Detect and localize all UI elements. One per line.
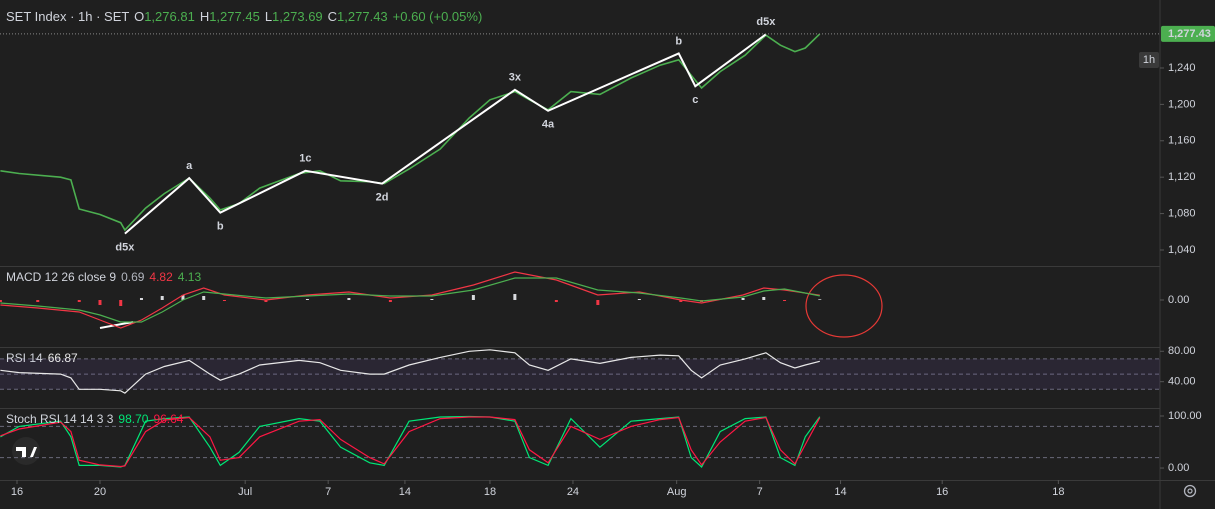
wave-label: a [186, 160, 193, 172]
divergence-line [99, 321, 134, 329]
pane-header: RSI 14 66.87 [6, 351, 78, 365]
y-tick-label: 0.00 [1168, 462, 1189, 474]
series-line [0, 416, 821, 468]
highlight-circle [805, 274, 883, 338]
y-tick-label: 80.00 [1168, 345, 1196, 357]
legend-value: 66.87 [48, 351, 78, 365]
ohlc-value: 1,276.81 [144, 9, 195, 24]
histogram-bar [679, 300, 683, 302]
ohlc-value: 1,273.69 [272, 9, 323, 24]
logo [12, 437, 40, 465]
histogram-bar [513, 294, 517, 300]
x-tick-label: 14 [399, 486, 411, 498]
histogram-bar [430, 299, 434, 300]
histogram-bar [554, 300, 558, 302]
x-tick-label: Aug [667, 486, 687, 498]
y-tick-label: 1,160 [1168, 135, 1196, 147]
histogram-bar [783, 300, 787, 301]
legend-value: 0.69 [121, 270, 145, 284]
y-tick-label: 1,200 [1168, 98, 1196, 110]
interval-badge-box [1139, 52, 1159, 68]
pane-title: RSI 14 [6, 351, 43, 365]
histogram-bar [471, 295, 475, 300]
wave-label: 3x [509, 72, 522, 84]
ohlc-key: O [134, 9, 144, 24]
pane-header: MACD 12 26 close 9 0.69 4.82 4.13 [6, 270, 201, 284]
last-price-label: 1,277.43 [1168, 28, 1211, 40]
x-tick-label: 24 [567, 486, 579, 498]
wave-label: b [675, 35, 682, 47]
histogram-bar [139, 298, 143, 300]
x-tick-label: 18 [1052, 486, 1064, 498]
histogram-bar [347, 298, 351, 300]
histogram-bar [818, 299, 822, 300]
histogram-bar [222, 300, 226, 301]
x-tick-label: 16 [936, 486, 948, 498]
x-tick-label: Jul [238, 486, 252, 498]
wave-label: 2d [376, 191, 389, 203]
x-tick-label: 14 [834, 486, 846, 498]
legend-value: 96.64 [153, 412, 183, 426]
histogram-bar [741, 298, 745, 300]
histogram-bar [264, 300, 268, 302]
histogram-bar [596, 300, 600, 305]
pane-header: SET Index · 1h · SET O1,276.81 H1,277.45 L1… [6, 9, 482, 24]
histogram-bar [637, 299, 641, 300]
histogram-bar [202, 296, 206, 300]
wave-label: 4a [542, 119, 555, 131]
y-tick-label: 100.00 [1168, 410, 1202, 422]
ohlc-key: L [265, 9, 272, 24]
pane-header: Stoch RSI 14 14 3 3 98.70 96.64 [6, 412, 184, 426]
last-price-box [1161, 25, 1215, 42]
histogram-bar [36, 300, 40, 302]
legend-value: 98.70 [118, 412, 148, 426]
histogram-bar [388, 300, 392, 302]
y-tick-label: 1,240 [1168, 62, 1196, 74]
wave-line [124, 33, 767, 235]
level-band [0, 358, 1160, 390]
histogram-bar [98, 300, 102, 305]
ohlc-value: 1,277.43 [337, 9, 388, 24]
legend-value: 4.13 [178, 270, 202, 284]
x-tick-label: 7 [325, 486, 331, 498]
price-change: +0.60 (+0.05%) [393, 9, 483, 24]
histogram-bar [119, 300, 123, 306]
interval-badge: 1h [1143, 54, 1155, 66]
pane-title: Stoch RSI 14 14 3 3 [6, 412, 114, 426]
wave-label: b [217, 221, 224, 233]
histogram-bar [77, 300, 81, 302]
y-tick-label: 0.00 [1168, 294, 1189, 306]
x-tick-label: 18 [484, 486, 496, 498]
wave-label: c [692, 94, 698, 106]
x-tick-label: 7 [757, 486, 763, 498]
wave-label: 1c [299, 153, 311, 165]
x-tick-label: 20 [94, 486, 106, 498]
legend-value: 4.82 [149, 270, 173, 284]
wave-label: d5x [115, 242, 135, 254]
histogram-bar [762, 297, 766, 300]
y-tick-label: 1,120 [1168, 171, 1196, 183]
histogram-bar [305, 299, 309, 300]
histogram-bar [181, 295, 185, 300]
ohlc-key: C [328, 9, 337, 24]
wave-label: d5x [756, 16, 776, 28]
series-line [0, 349, 820, 394]
y-tick-label: 1,040 [1168, 244, 1196, 256]
pane-title: SET Index · 1h · SET [6, 9, 129, 24]
x-tick-label: 16 [11, 486, 23, 498]
y-tick-label: 1,080 [1168, 207, 1196, 219]
series-line [0, 277, 820, 323]
histogram-bar [160, 296, 164, 300]
pane-title: MACD 12 26 close 9 [6, 270, 116, 284]
settings-icon[interactable] [1183, 484, 1197, 498]
y-tick-label: 40.00 [1168, 376, 1196, 388]
ohlc-value: 1,277.45 [209, 9, 260, 24]
ohlc-key: H [200, 9, 209, 24]
histogram-bar [0, 300, 2, 302]
series-line [0, 33, 821, 232]
